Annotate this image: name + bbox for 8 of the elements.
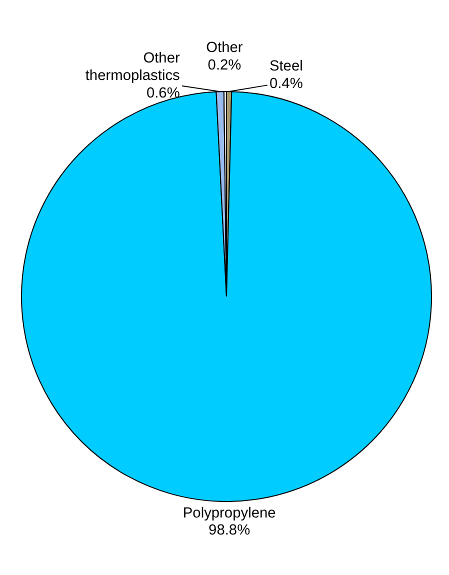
data-label: 0.4% bbox=[269, 76, 303, 92]
slice-label: Steel bbox=[269, 58, 303, 74]
slice-label: Other thermoplastics bbox=[85, 50, 180, 84]
data-label: 0.6% bbox=[146, 85, 180, 102]
data-label: 98.8% bbox=[208, 522, 250, 539]
slice-label: Other bbox=[206, 40, 243, 56]
slice-label: Polypropylene bbox=[182, 505, 276, 522]
data-label: 0.2% bbox=[208, 57, 242, 74]
